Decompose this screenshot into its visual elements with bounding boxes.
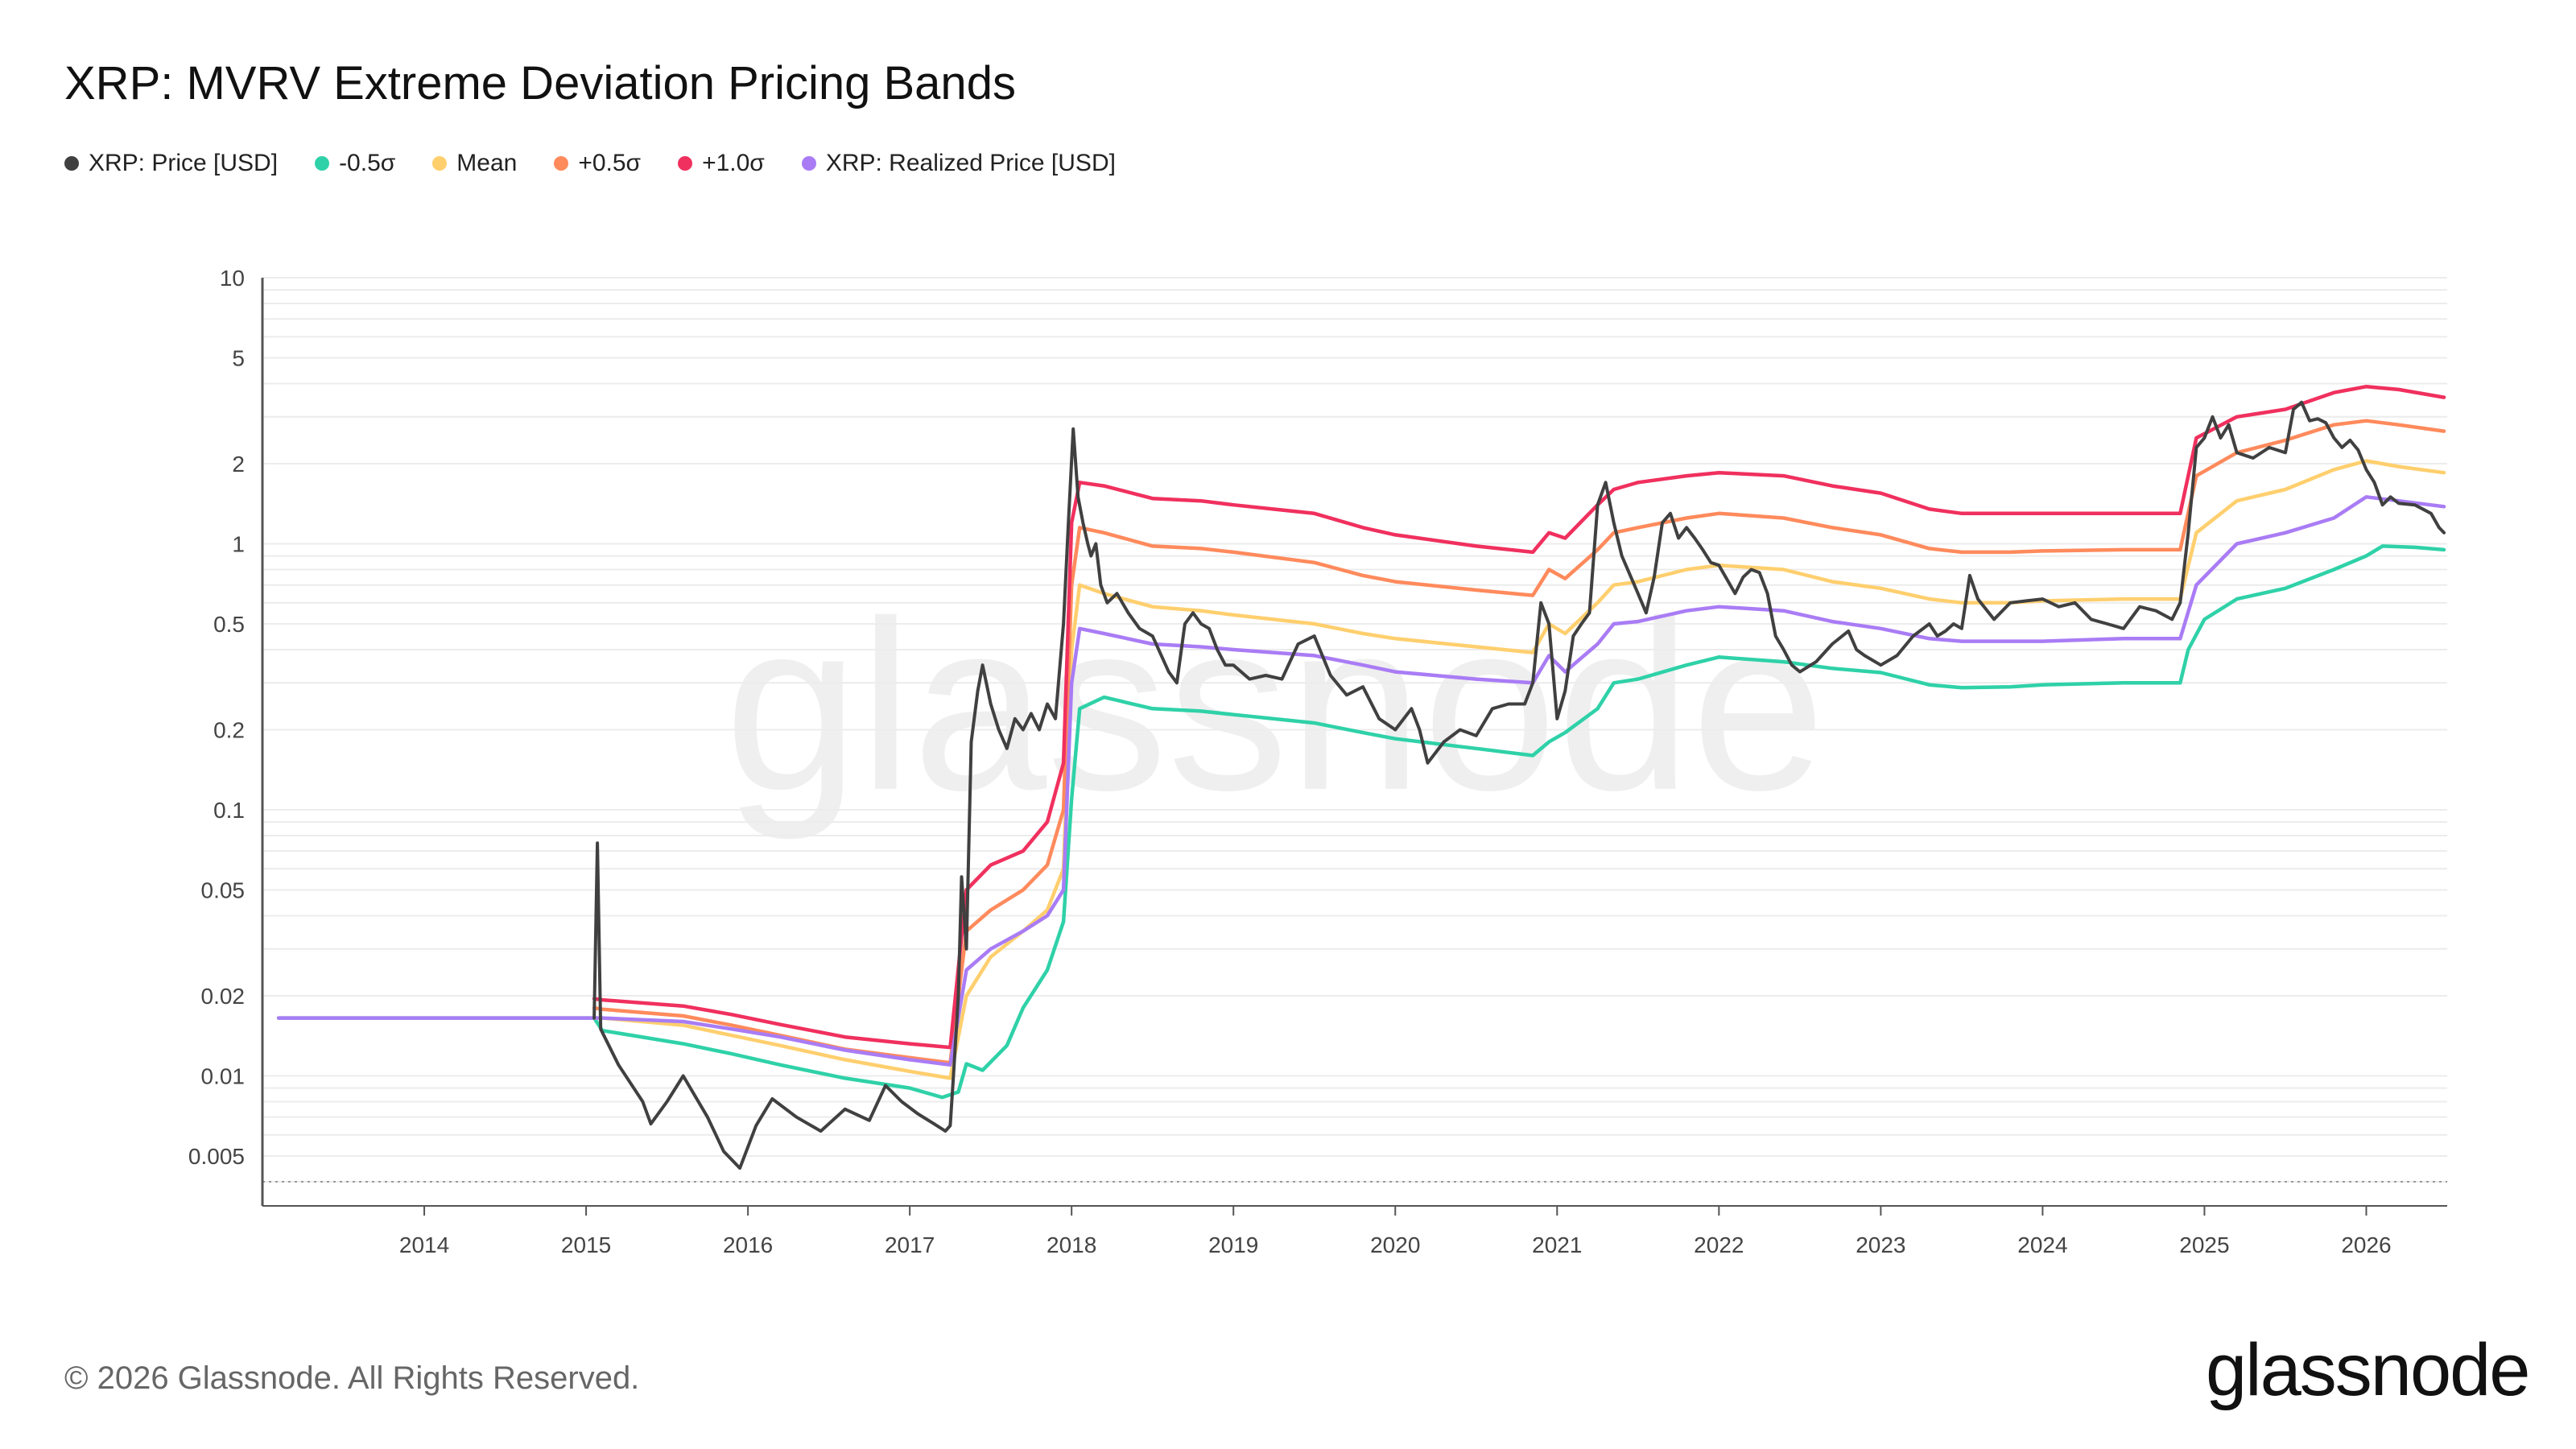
series-line-5 xyxy=(592,400,2446,1170)
series-line-1 xyxy=(592,459,2446,1080)
legend-dot-icon xyxy=(801,156,816,171)
watermark: glassnode xyxy=(724,570,1826,842)
series-line-4 xyxy=(276,495,2446,1067)
y-tick-label: 2 xyxy=(232,452,245,477)
y-tick-label: 0.005 xyxy=(188,1144,245,1169)
y-tick-label: 0.5 xyxy=(213,612,245,637)
x-tick-label: 2017 xyxy=(885,1232,935,1257)
brand-logo: glassnode xyxy=(2206,1329,2530,1411)
legend-label: Mean xyxy=(456,150,518,176)
series-line-0 xyxy=(276,544,2446,1100)
copyright-footer: © 2026 Glassnode. All Rights Reserved. xyxy=(64,1360,640,1396)
legend-label: +0.5σ xyxy=(578,150,642,176)
legend-dot-icon xyxy=(64,156,79,171)
legend-label: +1.0σ xyxy=(702,150,765,176)
y-tick-label: 0.02 xyxy=(201,984,246,1009)
x-tick-label: 2022 xyxy=(1694,1232,1744,1257)
x-tick-label: 2018 xyxy=(1046,1232,1096,1257)
x-tick-label: 2025 xyxy=(2179,1232,2229,1257)
y-tick-label: 0.01 xyxy=(201,1063,246,1088)
legend-dot-icon xyxy=(432,156,448,171)
x-tick-label: 2026 xyxy=(2341,1232,2391,1257)
legend-label: -0.5σ xyxy=(339,150,396,176)
y-tick-label: 0.05 xyxy=(201,877,246,902)
y-tick-label: 0.2 xyxy=(213,718,245,743)
x-tick-label: 2023 xyxy=(1856,1232,1905,1257)
x-tick-label: 2014 xyxy=(399,1232,449,1257)
page-title: XRP: MVRV Extreme Deviation Pricing Band… xyxy=(64,57,1016,109)
legend-item[interactable]: XRP: Price [USD] xyxy=(64,150,278,177)
y-tick-label: 0.1 xyxy=(213,798,245,823)
y-tick-label: 10 xyxy=(220,266,245,291)
x-tick-label: 2019 xyxy=(1208,1232,1258,1257)
legend-item[interactable]: +0.5σ xyxy=(554,150,641,177)
legend-dot-icon xyxy=(678,156,693,171)
chart-legend: XRP: Price [USD] -0.5σ Mean +0.5σ +1.0σ XRP: … xyxy=(64,150,1116,177)
x-tick-label: 2024 xyxy=(2017,1232,2067,1257)
legend-item[interactable]: XRP: Realized Price [USD] xyxy=(801,150,1116,177)
series-line-2 xyxy=(592,419,2446,1065)
y-tick-label: 1 xyxy=(232,531,245,556)
legend-dot-icon xyxy=(315,156,330,171)
legend-label: XRP: Price [USD] xyxy=(89,150,279,176)
x-tick-label: 2021 xyxy=(1532,1232,1582,1257)
x-tick-label: 2015 xyxy=(561,1232,611,1257)
x-tick-label: 2020 xyxy=(1370,1232,1420,1257)
legend-dot-icon xyxy=(554,156,569,171)
x-tick-label: 2016 xyxy=(723,1232,773,1257)
legend-item[interactable]: -0.5σ xyxy=(315,150,395,177)
y-tick-label: 5 xyxy=(232,345,245,370)
legend-item[interactable]: +1.0σ xyxy=(678,150,765,177)
legend-label: XRP: Realized Price [USD] xyxy=(825,150,1116,176)
legend-item[interactable]: Mean xyxy=(432,150,517,177)
